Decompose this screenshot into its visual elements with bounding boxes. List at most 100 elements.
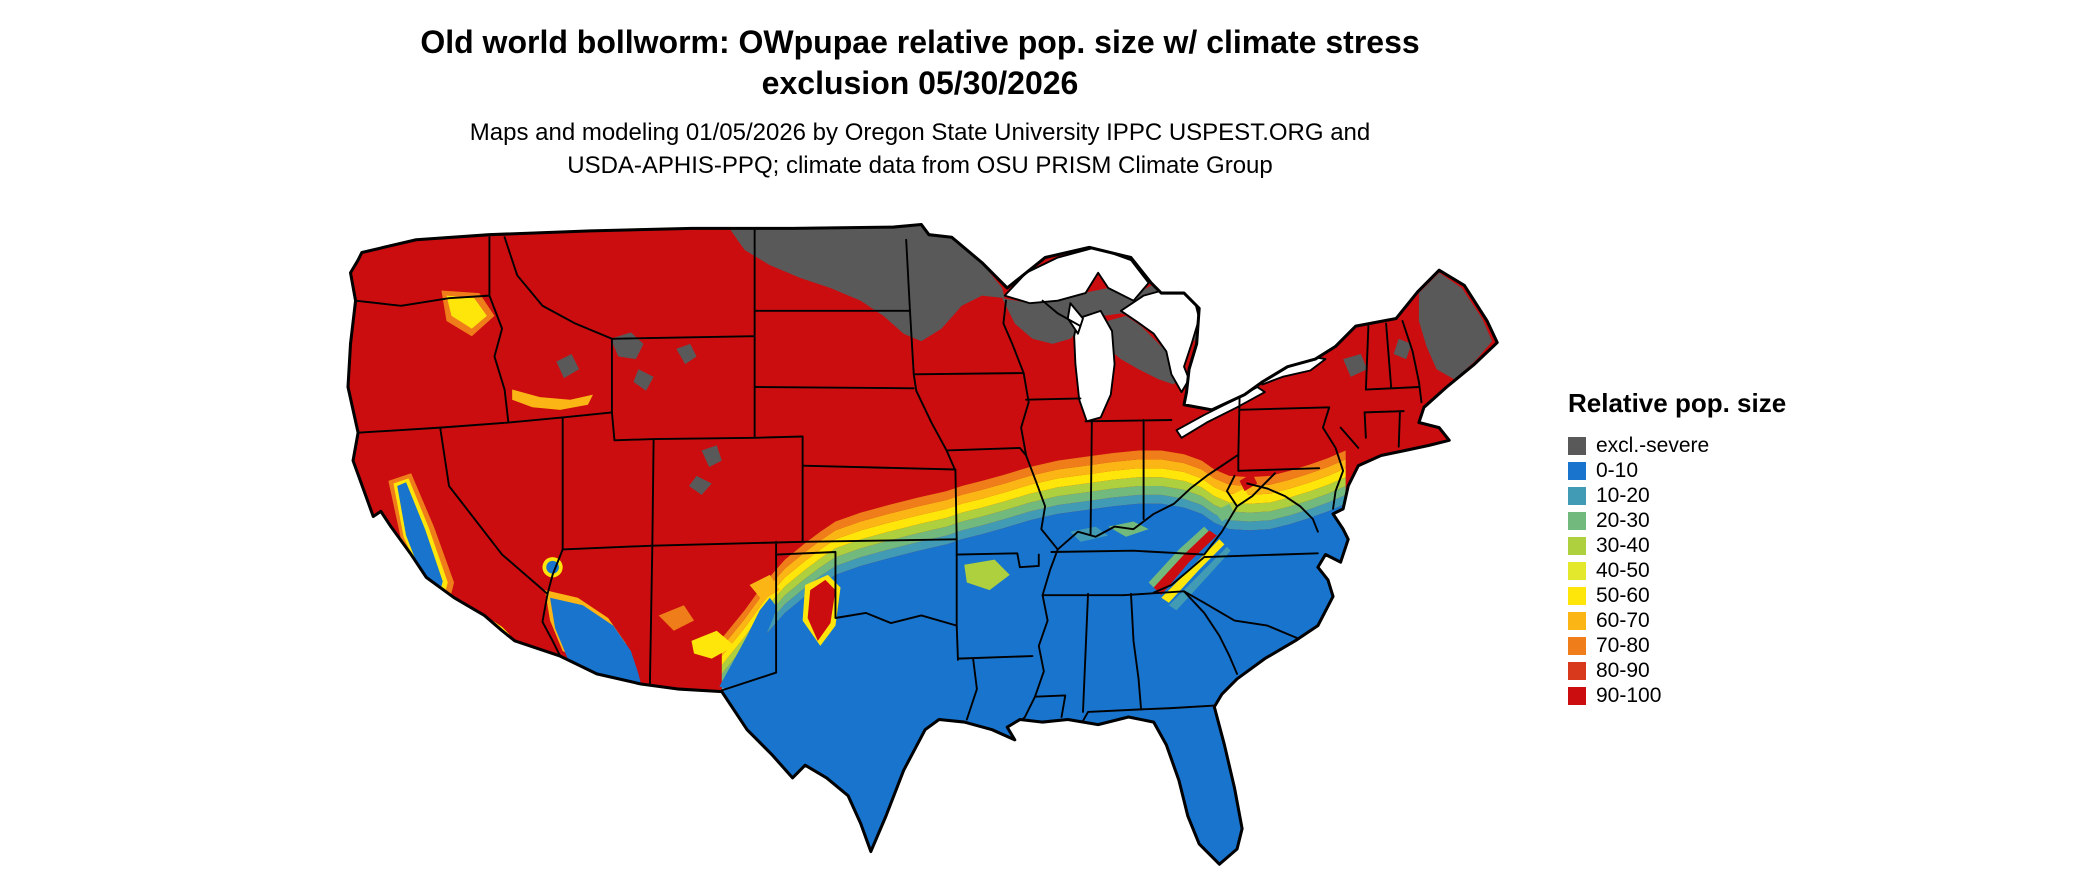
legend-item: 60-70 (1568, 608, 1786, 633)
state-border-line (1237, 467, 1321, 472)
state-border-line (1013, 372, 1059, 729)
us-map (346, 223, 1499, 866)
legend-swatch (1568, 636, 1586, 655)
legend-swatch (1568, 686, 1586, 705)
legend-swatch (1568, 486, 1586, 505)
state-border-line (1056, 454, 1239, 551)
state-border-line (651, 538, 958, 547)
map-subtitle-line1: Maps and modeling 01/05/2026 by Oregon S… (469, 119, 1371, 146)
terrain-detail-region (719, 597, 778, 692)
terrain-detail-region (397, 482, 443, 592)
terrain-detail-region (546, 560, 559, 574)
state-border-line (1183, 590, 1299, 640)
state-border-line (1082, 704, 1216, 722)
excl-severe-region (1393, 338, 1412, 360)
legend-item: excl.-severe (1568, 433, 1786, 458)
state-border-line (801, 464, 957, 471)
state-border-line (1363, 411, 1367, 439)
severity-0-10-region (721, 503, 1349, 865)
state-border-line (1397, 410, 1401, 448)
terrain-detail-region (1214, 503, 1235, 522)
legend-swatch (1568, 586, 1586, 605)
state-border-line (1089, 421, 1093, 536)
legend-item: 70-80 (1568, 633, 1786, 658)
state-border-line (1364, 325, 1370, 391)
legend-label: 60-70 (1596, 608, 1650, 632)
state-border-line (905, 238, 911, 312)
state-border-line (954, 469, 959, 661)
us-outline (346, 223, 1499, 866)
legend-label: 20-30 (1596, 508, 1650, 532)
legend-swatch (1568, 511, 1586, 530)
state-border-line (503, 236, 613, 340)
state-border-line (1122, 590, 1185, 597)
state-border-line (651, 438, 655, 547)
legend-item: 20-30 (1568, 508, 1786, 533)
terrain-detail-region (446, 295, 487, 329)
legend-swatch (1568, 436, 1586, 455)
legend-items: excl.-severe 0-10 10-20 20-30 30-40 40-50 50-6… (1568, 433, 1786, 708)
legend-label: 70-80 (1596, 633, 1650, 657)
legend-label: 80-90 (1596, 658, 1650, 682)
legend-item: 80-90 (1568, 658, 1786, 683)
state-border-line (1025, 397, 1082, 401)
legend-item: 90-100 (1568, 683, 1786, 708)
legend-item: 0-10 (1568, 458, 1786, 483)
excl-severe-region (1418, 272, 1493, 380)
excl-severe-region (1343, 354, 1368, 377)
state-border-line (1203, 505, 1239, 556)
legend-item: 40-50 (1568, 558, 1786, 583)
terrain-detail-region (1239, 473, 1258, 492)
legend: Relative pop. size excl.-severe 0-10 10-20… (1568, 388, 1786, 708)
state-border-line (561, 544, 654, 551)
terrain-detail-region (964, 559, 1010, 591)
excl-severe-region (701, 445, 722, 467)
state-border-line (720, 671, 778, 692)
terrain-detail-region (691, 630, 735, 659)
legend-swatch (1568, 461, 1586, 480)
state-border-line (1082, 592, 1089, 713)
legend-item: 30-40 (1568, 533, 1786, 558)
state-borders (354, 228, 1423, 729)
excl-severe-region (1098, 315, 1182, 385)
state-border-line (488, 294, 510, 424)
state-border-line (955, 552, 1040, 569)
legend-label: 40-50 (1596, 558, 1650, 582)
legend-swatch (1568, 536, 1586, 555)
state-border-line (1246, 482, 1319, 533)
state-border-line (915, 389, 957, 472)
map-subtitle-line2: USDA-APHIS-PPQ; climate data from OSU PR… (567, 152, 1273, 179)
state-border-line (1130, 592, 1143, 711)
state-border-line (965, 657, 978, 721)
map-fill-layers (347, 224, 1498, 865)
state-border-line (775, 551, 958, 627)
excl-severe-region (676, 343, 697, 365)
state-border-line (541, 592, 562, 658)
state-border-line (1364, 386, 1420, 391)
state-border-line (1084, 419, 1173, 423)
map-title-line1: Old world bollworm: OWpupae relative pop… (420, 24, 1420, 60)
legend-swatch (1568, 661, 1586, 680)
legend-label: 50-60 (1596, 583, 1650, 607)
terrain-detail-region (1161, 539, 1225, 603)
legend-label: 30-40 (1596, 533, 1650, 557)
us-map-container (300, 222, 1525, 882)
state-border-line (648, 544, 654, 691)
state-border-line (1401, 320, 1423, 404)
state-border-line (1203, 552, 1319, 559)
state-border-line (1050, 549, 1206, 556)
state-border-line (439, 426, 549, 595)
legend-label: 10-20 (1596, 483, 1650, 507)
state-border-line (1183, 590, 1239, 675)
state-border-line (957, 655, 1034, 660)
state-border-line (1385, 322, 1393, 388)
terrain-detail-region (550, 597, 641, 684)
legend-label: 0-10 (1596, 458, 1639, 482)
legend-swatch (1568, 611, 1586, 630)
legend-swatch (1568, 561, 1586, 580)
state-border-line (1041, 299, 1082, 328)
legend-item: 10-20 (1568, 483, 1786, 508)
state-border-line (610, 335, 756, 340)
great-lake (1003, 246, 1150, 305)
terrain-detail-region (749, 574, 780, 601)
